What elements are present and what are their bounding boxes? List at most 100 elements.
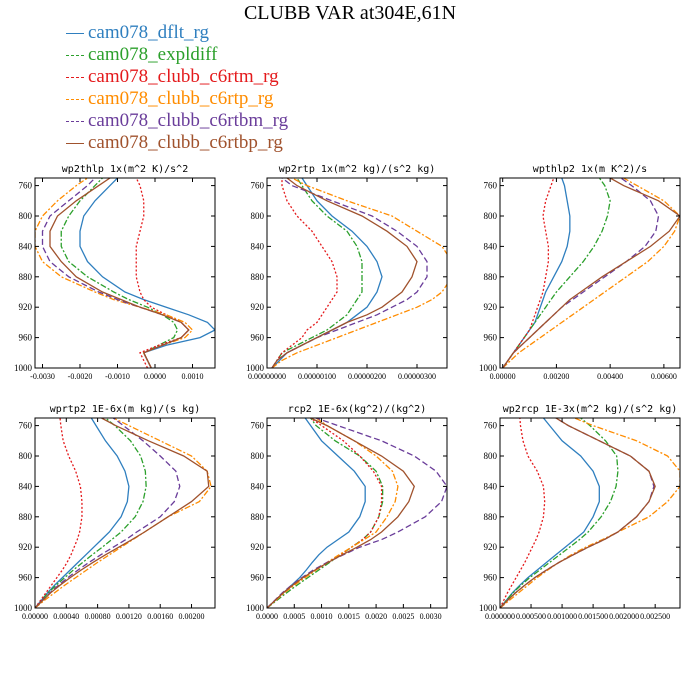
plot-frame	[499, 177, 681, 369]
legend-swatch	[66, 143, 84, 144]
legend-label: cam078_dflt_rg	[88, 22, 210, 43]
legend-swatch	[66, 99, 84, 100]
plot-frame	[499, 417, 681, 609]
x-tick-label: 0.00200	[543, 372, 569, 381]
series-line	[500, 418, 546, 608]
x-tick-label: 0.002000	[609, 612, 639, 621]
series-line	[500, 418, 655, 608]
x-tick-label: 0.001500	[578, 612, 608, 621]
panel-title: wprtp2 1E-6x(m kg)/(s kg)	[50, 404, 201, 415]
x-tick-label: 0.00160	[147, 612, 173, 621]
series-line	[271, 178, 338, 368]
y-tick-label: 800	[19, 451, 33, 461]
y-tick-label: 960	[19, 333, 33, 343]
y-tick-label: 920	[19, 542, 33, 552]
series-line	[502, 178, 680, 368]
y-tick-label: 1000	[246, 363, 265, 373]
legend-swatch	[66, 77, 84, 78]
x-tick-label: 0.000000	[485, 612, 515, 621]
y-tick-label: 840	[484, 241, 498, 251]
y-tick-label: 760	[251, 181, 265, 191]
x-tick-label: 0.0000	[256, 612, 278, 621]
figure-title: CLUBB VAR at304E,61N	[243, 2, 457, 24]
series-line	[135, 178, 190, 368]
x-tick-label: -0.0010	[105, 372, 130, 381]
legend-swatch	[66, 55, 84, 56]
y-tick-label: 920	[19, 302, 33, 312]
panel-1: wp2thlp 1x(m^2 K)/s^2 760 800 840 880 920 960 1…	[14, 164, 216, 381]
y-tick-label: 920	[251, 542, 265, 552]
x-tick-label: 0.00000000	[248, 372, 286, 381]
series-line	[267, 418, 383, 608]
x-tick-label: 0.00000300	[398, 372, 436, 381]
legend-label: cam078_clubb_c6rtbp_rg	[88, 132, 283, 153]
x-tick-label: 0.0015	[338, 612, 360, 621]
x-tick-label: 0.002500	[640, 612, 670, 621]
y-tick-label: 880	[251, 272, 265, 282]
series-line	[500, 418, 600, 608]
series-line	[41, 178, 190, 368]
plot-frame	[266, 417, 448, 609]
series-line	[35, 418, 83, 608]
series-line	[49, 178, 190, 368]
series-line	[35, 418, 130, 608]
x-tick-label: -0.0030	[30, 372, 55, 381]
y-tick-label: 760	[484, 421, 498, 431]
y-tick-label: 800	[251, 211, 265, 221]
series-line	[60, 178, 179, 368]
legend-label: cam078_clubb_c6rtp_rg	[88, 88, 274, 109]
x-tick-label: 0.00000200	[348, 372, 386, 381]
y-tick-label: 880	[484, 512, 498, 522]
x-tick-label: 0.00600	[651, 372, 677, 381]
y-tick-label: 800	[19, 211, 33, 221]
series-line	[267, 418, 366, 608]
series-line	[79, 178, 215, 368]
y-tick-label: 1000	[246, 603, 265, 613]
y-tick-label: 920	[251, 302, 265, 312]
x-tick-label: 0.00080	[85, 612, 111, 621]
x-tick-label: 0.00120	[116, 612, 142, 621]
series-line	[267, 418, 415, 608]
panel-2: wp2rtp 1x(m^2 kg)/(s^2 kg) 760 800 840 880 92…	[246, 164, 448, 381]
y-tick-label: 880	[19, 272, 33, 282]
y-tick-label: 760	[19, 181, 33, 191]
x-tick-label: -0.0020	[68, 372, 93, 381]
x-tick-label: 0.00040	[53, 612, 79, 621]
y-tick-label: 880	[251, 512, 265, 522]
y-tick-label: 760	[19, 421, 33, 431]
y-tick-label: 760	[484, 181, 498, 191]
series-line	[271, 178, 447, 368]
series-line	[502, 178, 680, 368]
x-tick-label: 0.0010	[182, 372, 204, 381]
y-tick-label: 840	[484, 481, 498, 491]
panel-title: wp2rtp 1x(m^2 kg)/(s^2 kg)	[279, 164, 436, 175]
x-tick-label: 0.001000	[547, 612, 577, 621]
series-line	[35, 418, 181, 608]
x-tick-label: 0.000500	[516, 612, 546, 621]
y-tick-label: 960	[251, 573, 265, 583]
series-line	[267, 418, 399, 608]
y-tick-label: 840	[251, 481, 265, 491]
series-line	[500, 418, 680, 608]
panel-4: wprtp2 1E-6x(m kg)/(s kg) 760 800 840 880 920…	[14, 404, 216, 621]
y-tick-label: 960	[484, 333, 498, 343]
legend-swatch	[66, 121, 84, 122]
plot-frame	[34, 177, 216, 369]
y-tick-label: 1000	[479, 603, 498, 613]
x-tick-label: 0.00200	[179, 612, 205, 621]
y-tick-label: 1000	[14, 363, 33, 373]
y-tick-label: 840	[19, 481, 33, 491]
series-line	[502, 178, 611, 368]
panel-title: wp2rcp 1E-3x(m^2 kg)/(s^2 kg)	[503, 404, 678, 415]
panel-5: rcp2 1E-6x(kg^2)/(kg^2) 760 800 840 880 920 96…	[246, 404, 448, 621]
x-tick-label: 0.0000	[144, 372, 166, 381]
x-tick-label: 0.0030	[420, 612, 442, 621]
series-line	[35, 418, 147, 608]
y-tick-label: 1000	[14, 603, 33, 613]
x-tick-label: 0.0020	[365, 612, 387, 621]
y-tick-label: 920	[484, 302, 498, 312]
series-line	[502, 178, 571, 368]
y-tick-label: 920	[484, 542, 498, 552]
plot-frame	[266, 177, 448, 369]
